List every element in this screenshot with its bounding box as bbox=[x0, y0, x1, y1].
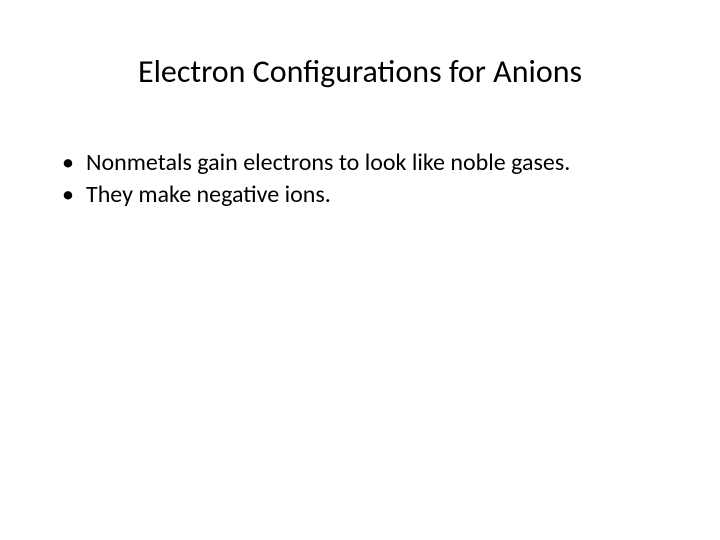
slide-content: Nonmetals gain electrons to look like no… bbox=[58, 148, 662, 212]
bullet-item: Nonmetals gain electrons to look like no… bbox=[58, 148, 662, 178]
slide-title: Electron Configurations for Anions bbox=[0, 52, 720, 91]
slide: Electron Configurations for Anions Nonme… bbox=[0, 0, 720, 540]
bullet-item: They make negative ions. bbox=[58, 180, 662, 210]
bullet-list: Nonmetals gain electrons to look like no… bbox=[58, 148, 662, 210]
